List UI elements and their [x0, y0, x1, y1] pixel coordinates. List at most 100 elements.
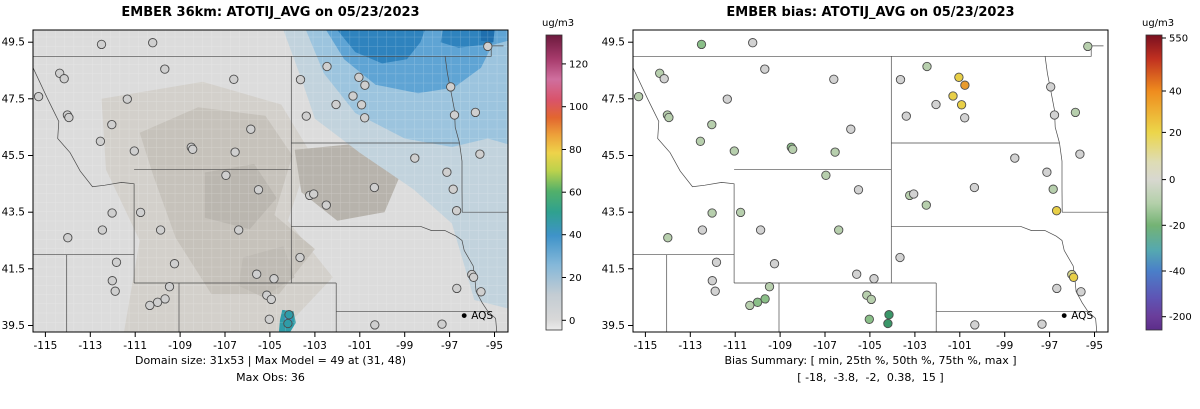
- station-marker: [901, 111, 911, 121]
- station-marker: [322, 61, 332, 72]
- station-marker: [829, 74, 839, 84]
- station-marker: [229, 74, 239, 84]
- station-marker: [1052, 283, 1062, 294]
- station-marker: [697, 225, 708, 235]
- map-frame: [632, 29, 1109, 333]
- station-marker: [864, 314, 874, 324]
- station-marker: [234, 225, 244, 235]
- station-marker: [64, 112, 74, 123]
- colorbar-units-label: ug/m3: [542, 18, 574, 29]
- x-axis-tick-label: -113: [678, 340, 702, 352]
- station-marker: [755, 225, 766, 235]
- station-marker: [1042, 167, 1052, 177]
- station-marker: [295, 74, 306, 85]
- state-borders: [633, 45, 1108, 332]
- station-marker: [884, 310, 894, 320]
- caption-bias-summary-values: [ -18, -3.8, -2, 0.38, 15 ]: [797, 371, 944, 384]
- station-marker: [948, 91, 958, 101]
- station-marker: [970, 320, 980, 330]
- x-axis-tick-label: -99: [996, 340, 1013, 352]
- state-borders: [33, 45, 508, 332]
- station-marker: [830, 147, 840, 157]
- y-axis-tick-label: 41.5: [2, 263, 25, 275]
- station-marker: [834, 225, 844, 235]
- x-axis-tick-label: -101: [348, 340, 372, 352]
- x-axis-tick-label: -107: [813, 340, 837, 352]
- station-marker: [360, 113, 370, 123]
- station-marker: [107, 208, 117, 218]
- aqs-legend-dot: [1061, 313, 1067, 318]
- station-marker: [446, 82, 456, 92]
- y-axis-tick-label: 39.5: [602, 320, 625, 332]
- x-axis-tick-label: -97: [1041, 340, 1058, 352]
- station-marker: [122, 94, 132, 104]
- station-marker: [96, 39, 107, 50]
- station-marker: [230, 147, 240, 157]
- station-marker: [33, 91, 44, 102]
- station-marker: [283, 318, 293, 329]
- x-axis-tick-label: -115: [33, 340, 57, 352]
- station-marker: [760, 294, 770, 304]
- colorbar-tick-label: 20: [1169, 128, 1182, 139]
- raster-grid-texture: [33, 30, 508, 332]
- station-marker: [748, 38, 758, 48]
- station-marker: [135, 207, 146, 218]
- map-area: [33, 30, 508, 332]
- station-marker: [266, 294, 276, 305]
- station-marker: [468, 272, 479, 282]
- x-axis-tick-label: -111: [723, 340, 747, 352]
- station-marker: [321, 200, 331, 210]
- y-axis-tick-label: 41.5: [602, 263, 625, 275]
- y-axis-tick-label: 43.5: [602, 207, 625, 219]
- station-marker: [954, 72, 964, 82]
- station-marker: [269, 274, 279, 284]
- station-marker: [284, 310, 294, 320]
- station-marker: [452, 283, 462, 294]
- station-marker: [1083, 41, 1093, 52]
- x-axis-tick-label: -105: [258, 340, 282, 352]
- x-axis-tick-label: -97: [441, 340, 458, 352]
- station-marker: [483, 41, 493, 52]
- stations-layer: [33, 38, 493, 330]
- station-marker: [853, 185, 864, 195]
- station-marker: [111, 257, 122, 267]
- station-marker: [1010, 153, 1020, 163]
- colorbar-tick-label: 0: [1169, 175, 1175, 186]
- station-marker: [110, 286, 120, 296]
- station-marker: [252, 269, 262, 279]
- station-marker: [160, 294, 170, 304]
- station-marker: [760, 64, 770, 74]
- station-marker: [735, 207, 746, 218]
- stations-layer: [633, 38, 1093, 330]
- station-marker: [883, 318, 893, 329]
- colorbar-tick-label: 40: [1169, 87, 1182, 98]
- x-axis-tick-label: -99: [396, 340, 413, 352]
- station-marker: [295, 252, 305, 263]
- station-marker: [696, 39, 707, 50]
- x-axis-tick-label: -113: [78, 340, 102, 352]
- station-marker: [246, 124, 256, 134]
- x-axis-tick-label: -103: [303, 340, 327, 352]
- station-marker: [1075, 149, 1085, 159]
- y-axis-tick-label: 39.5: [2, 320, 25, 332]
- colorbar-tick-label: 100: [569, 102, 588, 113]
- station-marker: [921, 200, 931, 210]
- colorbar-tick-label: 40: [569, 230, 582, 241]
- x-axis-tick-label: -103: [903, 340, 927, 352]
- x-axis-tick-label: -109: [168, 340, 192, 352]
- colorbar-tick-label: 20: [569, 273, 582, 284]
- station-marker: [155, 225, 166, 235]
- colorbar: [1145, 34, 1163, 331]
- station-marker: [476, 287, 486, 297]
- station-marker: [59, 74, 69, 84]
- station-marker: [169, 259, 180, 269]
- station-marker: [188, 144, 198, 154]
- station-marker: [356, 100, 367, 110]
- station-marker: [442, 167, 452, 177]
- map-frame: [32, 29, 509, 333]
- station-marker: [764, 282, 775, 292]
- station-marker: [97, 225, 108, 235]
- x-axis-tick-label: -107: [213, 340, 237, 352]
- station-marker: [221, 170, 231, 180]
